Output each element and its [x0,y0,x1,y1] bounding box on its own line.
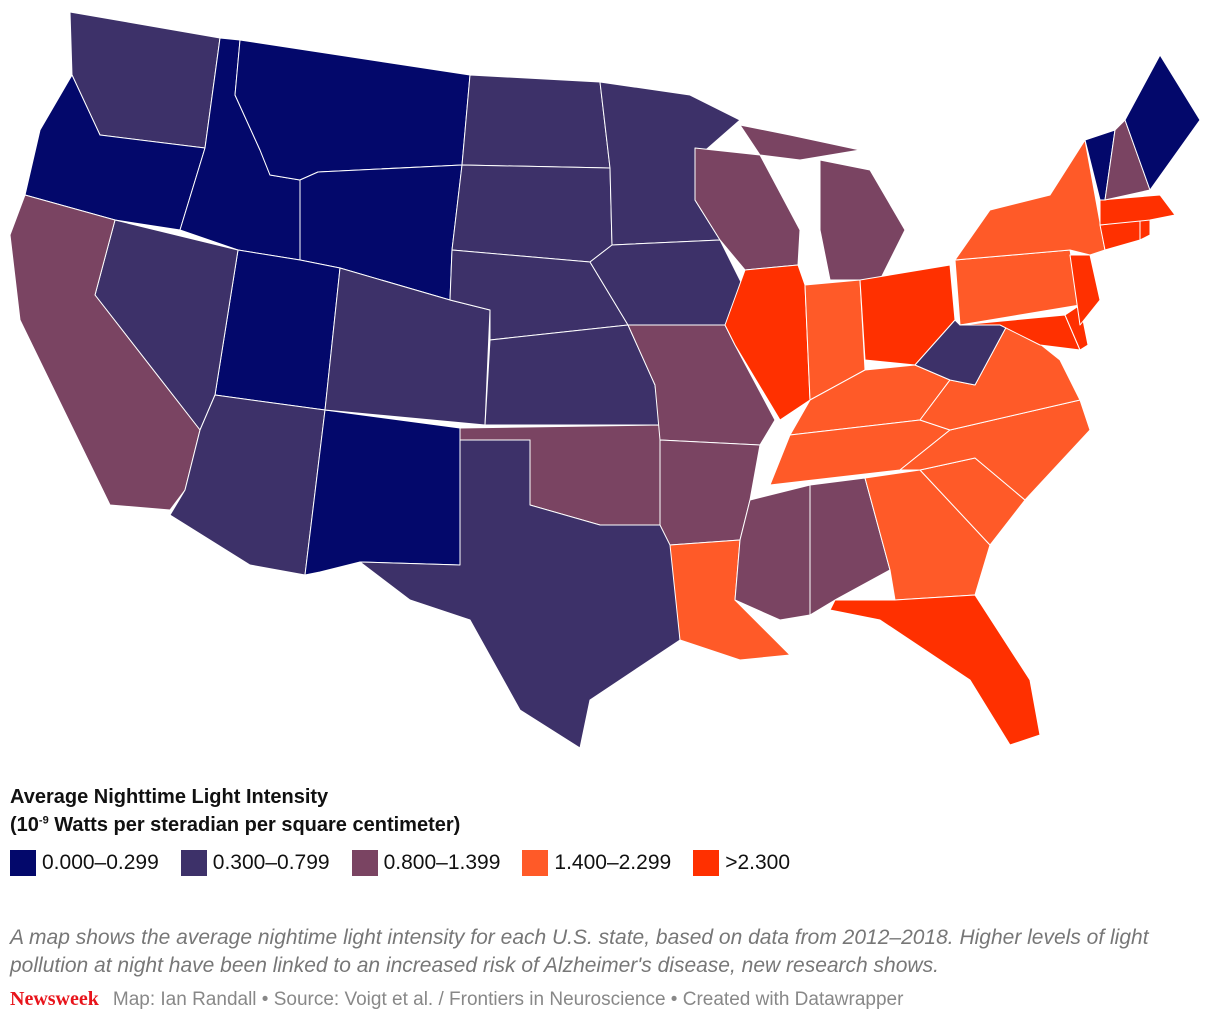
state [24,74,206,231]
state [954,139,1106,261]
legend-swatch [522,850,549,876]
state [324,267,491,426]
state [959,314,1081,351]
logo: Newsweek [10,988,99,1010]
state [9,194,201,511]
subtitle-suffix: Watts per steradian per square centimete… [48,814,461,836]
state [484,324,661,426]
legend-item: >2.300 [693,850,790,876]
state [954,249,1081,326]
subtitle-exponent: -9 [38,814,49,827]
state [359,439,681,749]
legend-swatch [351,850,378,876]
state [461,74,611,169]
map [9,11,1201,749]
credits: Map: Ian Randall • Source: Voigt et al. … [112,989,904,1010]
subtitle-prefix: (10 [10,814,39,836]
legend-label: 0.000–0.299 [42,851,159,874]
legend-item: 0.000–0.299 [10,850,159,876]
legend-item: 1.400–2.299 [522,850,671,876]
legend-swatch [180,850,207,876]
state [1069,254,1101,326]
legend-swatch [693,850,720,876]
state [234,39,471,181]
legend-label: 0.800–1.399 [383,851,501,874]
state [1099,194,1176,226]
state [724,264,811,421]
legend-subtitle: (10-9 Watts per steradian per square cen… [10,814,460,837]
footer: Newsweek Map: Ian Randall • Source: Voigt… [10,988,903,1011]
legend-label: >2.300 [725,851,791,874]
legend: 0.000–0.299 0.300–0.799 0.800–1.399 1.400–2… [10,850,790,876]
legend-item: 0.300–0.799 [180,850,330,876]
legend-title: Average Nighttime Light Intensity [10,786,329,808]
legend-swatch [10,850,36,876]
state [1139,219,1151,241]
legend-label: 0.300–0.799 [212,851,330,874]
state [1124,54,1201,191]
state [809,477,891,616]
legend-item: 0.800–1.399 [351,850,501,876]
legend-label: 1.400–2.299 [554,851,672,874]
state [451,164,613,263]
state [829,594,1041,746]
caption: A map shows the average nightime light i… [10,926,1149,977]
state [304,409,461,576]
